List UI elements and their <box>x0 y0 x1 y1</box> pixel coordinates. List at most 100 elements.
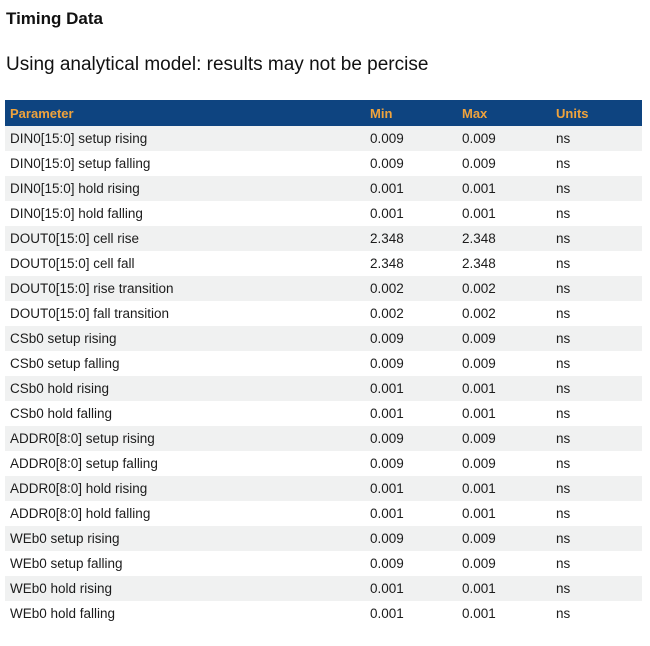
cell-max: 0.001 <box>462 606 496 621</box>
cell-units: ns <box>556 331 571 346</box>
cell-max: 0.001 <box>462 181 496 196</box>
page-subtitle: Using analytical model: results may not … <box>6 54 429 75</box>
table-row: DOUT0[15:0] rise transition 0.002 0.002 … <box>5 276 642 301</box>
cell-max: 0.009 <box>462 556 496 571</box>
cell-parameter: DIN0[15:0] hold rising <box>10 181 140 196</box>
cell-parameter: DOUT0[15:0] rise transition <box>10 281 174 296</box>
cell-min: 2.348 <box>370 256 404 271</box>
page-title: Timing Data <box>6 9 103 28</box>
cell-min: 0.009 <box>370 456 404 471</box>
column-header-max: Max <box>457 100 551 126</box>
cell-max: 0.009 <box>462 356 496 371</box>
cell-units: ns <box>556 581 571 596</box>
cell-units: ns <box>556 406 571 421</box>
cell-units: ns <box>556 506 571 521</box>
cell-units: ns <box>556 256 571 271</box>
cell-min: 0.001 <box>370 406 404 421</box>
table-row: WEb0 hold rising 0.001 0.001 ns <box>5 576 642 601</box>
column-header-min: Min <box>365 100 457 126</box>
timing-data-table: Parameter Min Max Units DIN0[15:0] setup… <box>5 100 642 626</box>
cell-min: 0.001 <box>370 506 404 521</box>
table-row: ADDR0[8:0] hold rising 0.001 0.001 ns <box>5 476 642 501</box>
cell-parameter: WEb0 hold falling <box>10 606 116 621</box>
cell-max: 0.009 <box>462 431 496 446</box>
cell-max: 0.009 <box>462 531 496 546</box>
cell-parameter: DIN0[15:0] setup falling <box>10 156 151 171</box>
cell-parameter: CSb0 hold falling <box>10 406 113 421</box>
column-header-parameter: Parameter <box>5 100 365 126</box>
cell-units: ns <box>556 181 571 196</box>
cell-units: ns <box>556 481 571 496</box>
cell-parameter: ADDR0[8:0] setup rising <box>10 431 155 446</box>
cell-min: 0.001 <box>370 581 404 596</box>
cell-min: 0.009 <box>370 131 404 146</box>
cell-min: 0.009 <box>370 156 404 171</box>
cell-max: 0.009 <box>462 131 496 146</box>
table-header: Parameter Min Max Units <box>5 100 642 126</box>
cell-max: 2.348 <box>462 256 496 271</box>
cell-min: 0.001 <box>370 206 404 221</box>
cell-min: 2.348 <box>370 231 404 246</box>
cell-units: ns <box>556 531 571 546</box>
cell-max: 0.001 <box>462 406 496 421</box>
cell-min: 0.009 <box>370 556 404 571</box>
table-row: DIN0[15:0] hold falling 0.001 0.001 ns <box>5 201 642 226</box>
table-row: DIN0[15:0] setup rising 0.009 0.009 ns <box>5 126 642 151</box>
cell-max: 0.009 <box>462 456 496 471</box>
cell-parameter: ADDR0[8:0] setup falling <box>10 456 158 471</box>
cell-parameter: DIN0[15:0] hold falling <box>10 206 143 221</box>
cell-units: ns <box>556 356 571 371</box>
cell-max: 0.009 <box>462 331 496 346</box>
table-row: DOUT0[15:0] fall transition 0.002 0.002 … <box>5 301 642 326</box>
cell-max: 0.002 <box>462 281 496 296</box>
table-row: DIN0[15:0] hold rising 0.001 0.001 ns <box>5 176 642 201</box>
table-header-row: Parameter Min Max Units <box>5 100 642 126</box>
cell-units: ns <box>556 131 571 146</box>
cell-parameter: WEb0 setup falling <box>10 556 123 571</box>
table-row: DIN0[15:0] setup falling 0.009 0.009 ns <box>5 151 642 176</box>
cell-units: ns <box>556 281 571 296</box>
cell-min: 0.001 <box>370 381 404 396</box>
cell-units: ns <box>556 431 571 446</box>
table-row: ADDR0[8:0] setup rising 0.009 0.009 ns <box>5 426 642 451</box>
cell-units: ns <box>556 156 571 171</box>
cell-units: ns <box>556 231 571 246</box>
cell-min: 0.002 <box>370 281 404 296</box>
cell-units: ns <box>556 606 571 621</box>
cell-min: 0.009 <box>370 431 404 446</box>
table-row: CSb0 hold rising 0.001 0.001 ns <box>5 376 642 401</box>
timing-report-page: Timing Data Using analytical model: resu… <box>0 9 650 646</box>
cell-parameter: CSb0 setup falling <box>10 356 120 371</box>
table-row: CSb0 setup rising 0.009 0.009 ns <box>5 326 642 351</box>
cell-units: ns <box>556 456 571 471</box>
cell-units: ns <box>556 206 571 221</box>
column-header-units: Units <box>551 100 642 126</box>
table-row: WEb0 setup falling 0.009 0.009 ns <box>5 551 642 576</box>
cell-max: 0.001 <box>462 206 496 221</box>
cell-max: 0.001 <box>462 481 496 496</box>
cell-max: 0.001 <box>462 506 496 521</box>
cell-parameter: WEb0 setup rising <box>10 531 120 546</box>
cell-units: ns <box>556 556 571 571</box>
cell-max: 2.348 <box>462 231 496 246</box>
table-body: DIN0[15:0] setup rising 0.009 0.009 ns D… <box>5 126 642 626</box>
cell-min: 0.001 <box>370 606 404 621</box>
table-row: DOUT0[15:0] cell fall 2.348 2.348 ns <box>5 251 642 276</box>
cell-parameter: DIN0[15:0] setup rising <box>10 131 148 146</box>
cell-min: 0.009 <box>370 356 404 371</box>
cell-parameter: CSb0 hold rising <box>10 381 110 396</box>
cell-parameter: DOUT0[15:0] cell fall <box>10 256 135 271</box>
cell-max: 0.009 <box>462 156 496 171</box>
cell-min: 0.001 <box>370 481 404 496</box>
cell-min: 0.009 <box>370 331 404 346</box>
cell-parameter: ADDR0[8:0] hold falling <box>10 506 151 521</box>
cell-max: 0.001 <box>462 581 496 596</box>
cell-parameter: ADDR0[8:0] hold rising <box>10 481 148 496</box>
table-row: DOUT0[15:0] cell rise 2.348 2.348 ns <box>5 226 642 251</box>
cell-parameter: DOUT0[15:0] cell rise <box>10 231 140 246</box>
table-row: WEb0 setup rising 0.009 0.009 ns <box>5 526 642 551</box>
table-row: CSb0 hold falling 0.001 0.001 ns <box>5 401 642 426</box>
cell-parameter: DOUT0[15:0] fall transition <box>10 306 170 321</box>
table-row: WEb0 hold falling 0.001 0.001 ns <box>5 601 642 626</box>
cell-min: 0.009 <box>370 531 404 546</box>
